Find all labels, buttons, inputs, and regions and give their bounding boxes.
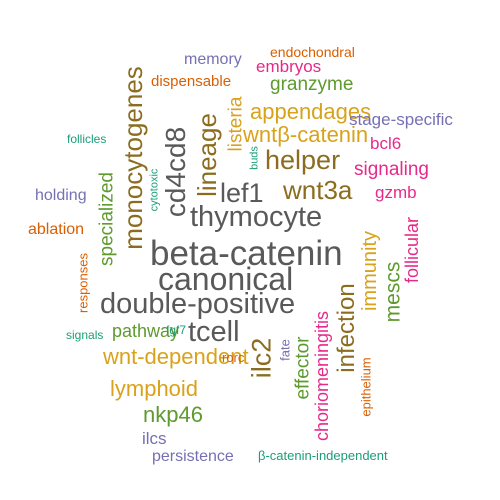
word-ilcs: gzmb: [375, 183, 417, 202]
word-appendages: nkp46: [143, 402, 203, 427]
word-endochondral: endochondral: [270, 44, 355, 60]
word-follicular: choriomeningitis: [312, 310, 332, 442]
word-cytotoxic: cytotoxic: [148, 168, 161, 212]
word-ablation: ablation: [28, 221, 85, 238]
word-double-positive: double-positive: [100, 288, 296, 320]
word-dispensable: dispensable: [151, 73, 232, 90]
word-lef1: lef1: [220, 178, 264, 208]
word-beta-catenin-independent: β-catenin-independent: [258, 448, 388, 463]
word-signals: signals: [66, 328, 104, 342]
word-ilc2: ilc2: [246, 337, 277, 379]
word-helper: helper: [265, 145, 341, 175]
word-lymphoid: wnt-dependent: [103, 344, 249, 369]
word-cd4cd8: cd4cd8: [160, 126, 191, 218]
word-responses: responses: [75, 253, 91, 313]
word-monocytogenes: monocytogenes: [118, 66, 148, 250]
word-wntbeta-catenin: lymphoid: [110, 376, 199, 401]
word-stage-specific: embryos: [256, 57, 322, 76]
word-granzyme: granzyme: [270, 74, 354, 95]
word-immunity: immunity: [359, 230, 381, 312]
word-buds: buds: [248, 146, 261, 170]
word-lineage: lineage: [192, 113, 222, 197]
word-rorc: rorc: [222, 350, 245, 365]
word-follicles: follicles: [67, 132, 107, 146]
word-canonical: canonical: [158, 261, 294, 297]
word-memory: memory: [184, 51, 242, 68]
word-specialized: specialized: [96, 172, 118, 266]
word-fate: fate: [277, 339, 293, 361]
word-fgf7: fgf7: [166, 323, 187, 337]
word-beta-catenin: beta-catenin: [150, 234, 343, 273]
word-signaling: follicular: [402, 216, 422, 284]
word-thymocyte: thymocyte: [190, 201, 323, 233]
word-embryos: stage-specific: [349, 110, 453, 129]
word-tcell: tcell: [188, 316, 240, 348]
word-nkp46: listeria: [225, 96, 247, 152]
word-listeria: wntβ-catenin: [243, 122, 369, 147]
word-wnt3a: wnt3a: [283, 175, 353, 205]
word-chorio.meningitis: ilcs: [142, 429, 167, 448]
word-persistence: persistence: [152, 448, 234, 465]
word-epithelium: epithelium: [358, 357, 374, 417]
word-holding: holding: [35, 187, 87, 204]
word-mescs: appendages: [250, 99, 372, 124]
word-infection: infection: [333, 283, 360, 373]
word-bcl6: pathway: [112, 321, 180, 341]
word-gzmb: bcl6: [370, 134, 402, 153]
word-effector: signaling: [354, 159, 429, 180]
word-wnt-dependent: mescs: [381, 261, 405, 323]
word-pathway: effector: [292, 336, 314, 400]
